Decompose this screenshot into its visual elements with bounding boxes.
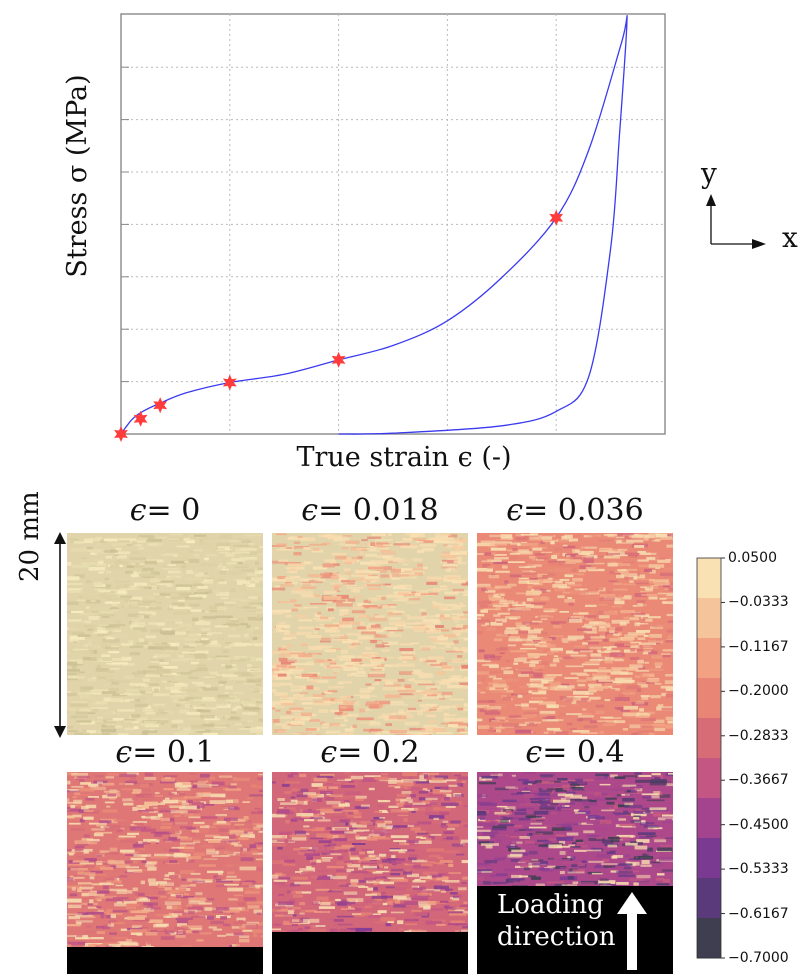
colorbar-tick-label: −0.6167 (728, 905, 789, 922)
strain-marker-1 (133, 410, 148, 427)
loading-label-line2: direction (497, 922, 616, 952)
colorbar-segment (697, 678, 721, 719)
panel-label-0: ϵ= 0 (129, 493, 201, 528)
strain-marker-5 (549, 209, 564, 226)
scale-arrow-down-icon (54, 726, 66, 738)
colorbar-tick-label: 0.0500 (728, 550, 777, 566)
y-axis-indicator-label: y (700, 157, 717, 190)
colorbar-tick-label: −0.2833 (728, 727, 789, 744)
x-axis-title: True strain ϵ (-) (296, 442, 511, 470)
colorbar-segment (697, 638, 721, 679)
loading-label-line1: Loading (497, 890, 604, 920)
strain-field-texture (477, 533, 673, 735)
scale-arrow-up-icon (54, 532, 66, 544)
y-axis-title: Stress σ (MPa) (62, 74, 93, 277)
colorbar-tick-label: −0.7000 (728, 950, 789, 966)
strain-marker-4 (331, 351, 346, 368)
colorbar-tick-label: −0.0333 (728, 594, 789, 611)
strain-field-panel (67, 772, 263, 974)
coordinate-axes-indicator: y x (700, 157, 798, 254)
strain-field-texture (272, 533, 468, 735)
panel-label-1: ϵ= 0.018 (301, 493, 439, 528)
strain-marker-2 (153, 397, 168, 414)
colorbar-tick-label: −0.4500 (728, 816, 789, 833)
scale-bar-label: 20 mm (15, 491, 45, 582)
colorbar-segment (697, 838, 721, 879)
y-arrowhead (706, 194, 716, 206)
panel-mask (272, 932, 468, 974)
strain-field-texture (67, 772, 263, 974)
strain-field-texture (67, 533, 263, 735)
panel-label-3: ϵ= 0.1 (115, 735, 215, 770)
strain-marker-3 (222, 374, 237, 391)
colorbar-segment (697, 878, 721, 919)
colorbar (696, 557, 725, 959)
colorbar-tick-label: −0.3667 (728, 772, 789, 789)
strain-field-panel (272, 772, 468, 974)
grid (121, 14, 665, 434)
scale-bar (54, 532, 66, 738)
panel-label-4: ϵ= 0.2 (320, 735, 420, 770)
strain-field-panel (477, 533, 673, 735)
panel-label-2: ϵ= 0.036 (506, 493, 644, 528)
stress-strain-curve (120, 15, 628, 435)
stress-strain-chart: True strain ϵ (-) Stress σ (MPa) y x (62, 13, 798, 470)
x-arrowhead (752, 239, 766, 249)
colorbar-frame (696, 557, 722, 959)
colorbar-segment (697, 598, 721, 639)
strain-field-panel (272, 533, 468, 735)
loading-arrow-icon (617, 892, 647, 970)
colorbar-tick-label: −0.5333 (728, 861, 789, 878)
loading-direction-box: Loading direction (477, 886, 673, 974)
panel-mask (67, 947, 263, 974)
colorbar-segment (697, 758, 721, 799)
colorbar-tick-label: −0.2000 (728, 683, 789, 700)
x-axis-indicator-label: x (782, 221, 798, 254)
strain-marker-0 (114, 426, 128, 442)
colorbar-segment (697, 798, 721, 839)
colorbar-segment (697, 718, 721, 759)
colorbar-tick-label: −0.1167 (728, 638, 789, 655)
colorbar-segment (697, 558, 721, 599)
strain-field-panel (67, 533, 263, 735)
colorbar-segment (697, 918, 721, 959)
panel-label-5: ϵ= 0.4 (525, 735, 625, 770)
strain-markers (114, 209, 564, 442)
